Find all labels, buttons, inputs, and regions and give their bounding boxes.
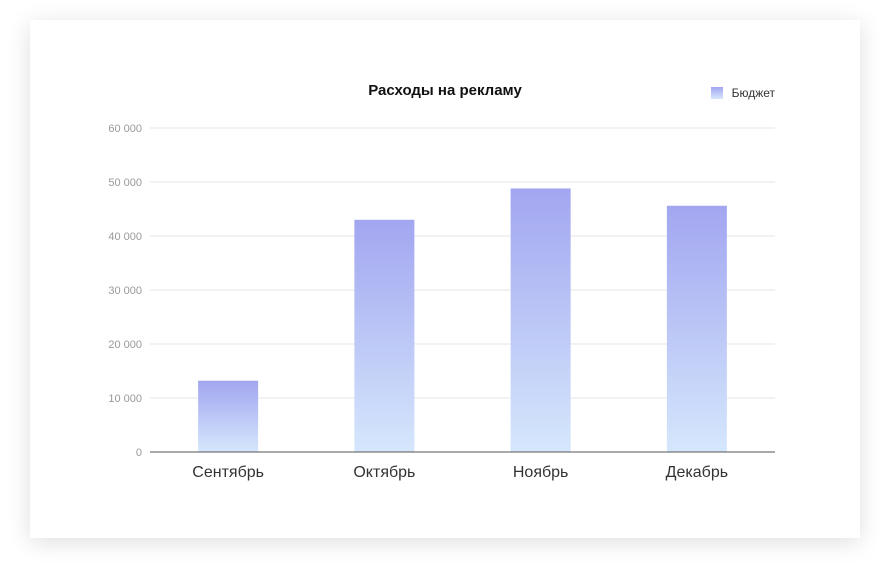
plot-area: 0 10 000 20 000 30 000 40 000 50 000 60 000 Сен… xyxy=(108,123,775,481)
x-category-label: Декабрь xyxy=(666,464,728,481)
bar xyxy=(666,205,727,452)
bar xyxy=(510,188,571,453)
y-tick-label: 0 xyxy=(136,447,142,459)
chart-title: Расходы на рекламу xyxy=(368,82,522,99)
x-category-label: Октябрь xyxy=(353,464,415,481)
y-tick-label: 50 000 xyxy=(108,177,142,189)
x-category-label: Ноябрь xyxy=(513,464,569,481)
legend-label: Бюджет xyxy=(731,86,775,100)
chart-legend: Бюджет xyxy=(710,86,775,100)
y-tick-label: 10 000 xyxy=(108,393,142,405)
y-tick-label: 20 000 xyxy=(108,339,142,351)
y-tick-label: 30 000 xyxy=(108,285,142,297)
y-tick-label: 40 000 xyxy=(108,231,142,243)
legend-swatch xyxy=(710,87,723,99)
x-category-label: Сентябрь xyxy=(192,464,264,481)
y-tick-label: 60 000 xyxy=(108,123,142,135)
chart-card: Расходы на рекламу Бюджет 0 10 000 20 000 3… xyxy=(30,20,860,538)
bar xyxy=(198,380,259,452)
bar xyxy=(354,219,415,452)
